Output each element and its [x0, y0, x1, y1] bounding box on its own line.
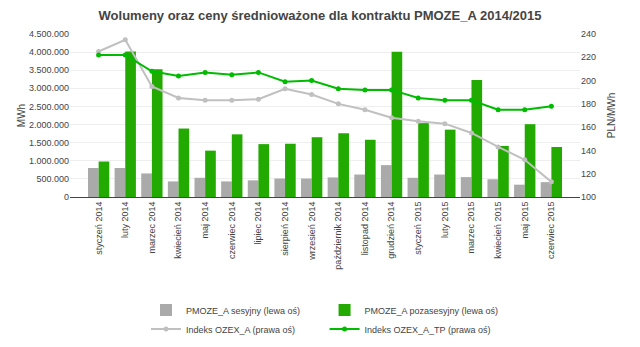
svg-text:500.000: 500.000 — [36, 174, 69, 184]
svg-text:marzec 2015: marzec 2015 — [466, 202, 476, 254]
svg-text:120: 120 — [581, 169, 596, 179]
svg-text:100: 100 — [581, 192, 596, 202]
svg-text:2.500.000: 2.500.000 — [29, 102, 69, 112]
svg-text:Indeks OZEX_A_TP (prawa oś): Indeks OZEX_A_TP (prawa oś) — [365, 325, 491, 335]
svg-text:200: 200 — [581, 76, 596, 86]
svg-text:wrzesień 2014: wrzesień 2014 — [307, 202, 317, 261]
svg-text:kwiecień 2014: kwiecień 2014 — [173, 202, 183, 259]
svg-text:1.500.000: 1.500.000 — [29, 138, 69, 148]
svg-text:MWh: MWh — [16, 104, 27, 127]
svg-text:kwiecień 2015: kwiecień 2015 — [493, 202, 503, 259]
svg-text:czerwiec 2014: czerwiec 2014 — [227, 202, 237, 260]
svg-text:PMOZE_A sesyjny (lewa oś): PMOZE_A sesyjny (lewa oś) — [186, 306, 300, 316]
svg-text:PLN/MWh: PLN/MWh — [606, 93, 617, 139]
svg-text:0: 0 — [64, 192, 69, 202]
svg-text:styczeń 2015: styczeń 2015 — [413, 202, 423, 255]
svg-text:3.500.000: 3.500.000 — [29, 65, 69, 75]
svg-text:160: 160 — [581, 122, 596, 132]
svg-text:grudzień 2014: grudzień 2014 — [387, 202, 397, 259]
svg-text:maj 2014: maj 2014 — [200, 202, 210, 239]
svg-text:4.000.000: 4.000.000 — [29, 47, 69, 57]
svg-text:3.000.000: 3.000.000 — [29, 83, 69, 93]
svg-text:2.000.000: 2.000.000 — [29, 120, 69, 130]
svg-text:240: 240 — [581, 29, 596, 39]
svg-text:180: 180 — [581, 99, 596, 109]
svg-text:marzec 2014: marzec 2014 — [147, 202, 157, 254]
svg-text:czerwiec 2015: czerwiec 2015 — [546, 202, 556, 260]
svg-text:sierpień 2014: sierpień 2014 — [280, 202, 290, 256]
svg-text:140: 140 — [581, 146, 596, 156]
svg-text:4.500.000: 4.500.000 — [29, 29, 69, 39]
svg-text:styczeń 2014: styczeń 2014 — [94, 202, 104, 255]
svg-text:luty 2015: luty 2015 — [440, 202, 450, 239]
svg-text:listopad 2014: listopad 2014 — [360, 202, 370, 256]
svg-text:PMOZE_A pozasesyjny (lewa oś): PMOZE_A pozasesyjny (lewa oś) — [365, 306, 499, 316]
svg-text:październik 2014: październik 2014 — [333, 202, 343, 270]
svg-text:Wolumeny oraz ceny średnioważo: Wolumeny oraz ceny średnioważone dla kon… — [99, 8, 542, 23]
svg-text:220: 220 — [581, 52, 596, 62]
svg-text:lipiec 2014: lipiec 2014 — [253, 202, 263, 245]
svg-text:1.000.000: 1.000.000 — [29, 156, 69, 166]
svg-text:luty 2014: luty 2014 — [120, 202, 130, 239]
svg-text:Indeks OZEX_A (prawa oś): Indeks OZEX_A (prawa oś) — [186, 325, 295, 335]
svg-text:maj 2015: maj 2015 — [520, 202, 530, 239]
